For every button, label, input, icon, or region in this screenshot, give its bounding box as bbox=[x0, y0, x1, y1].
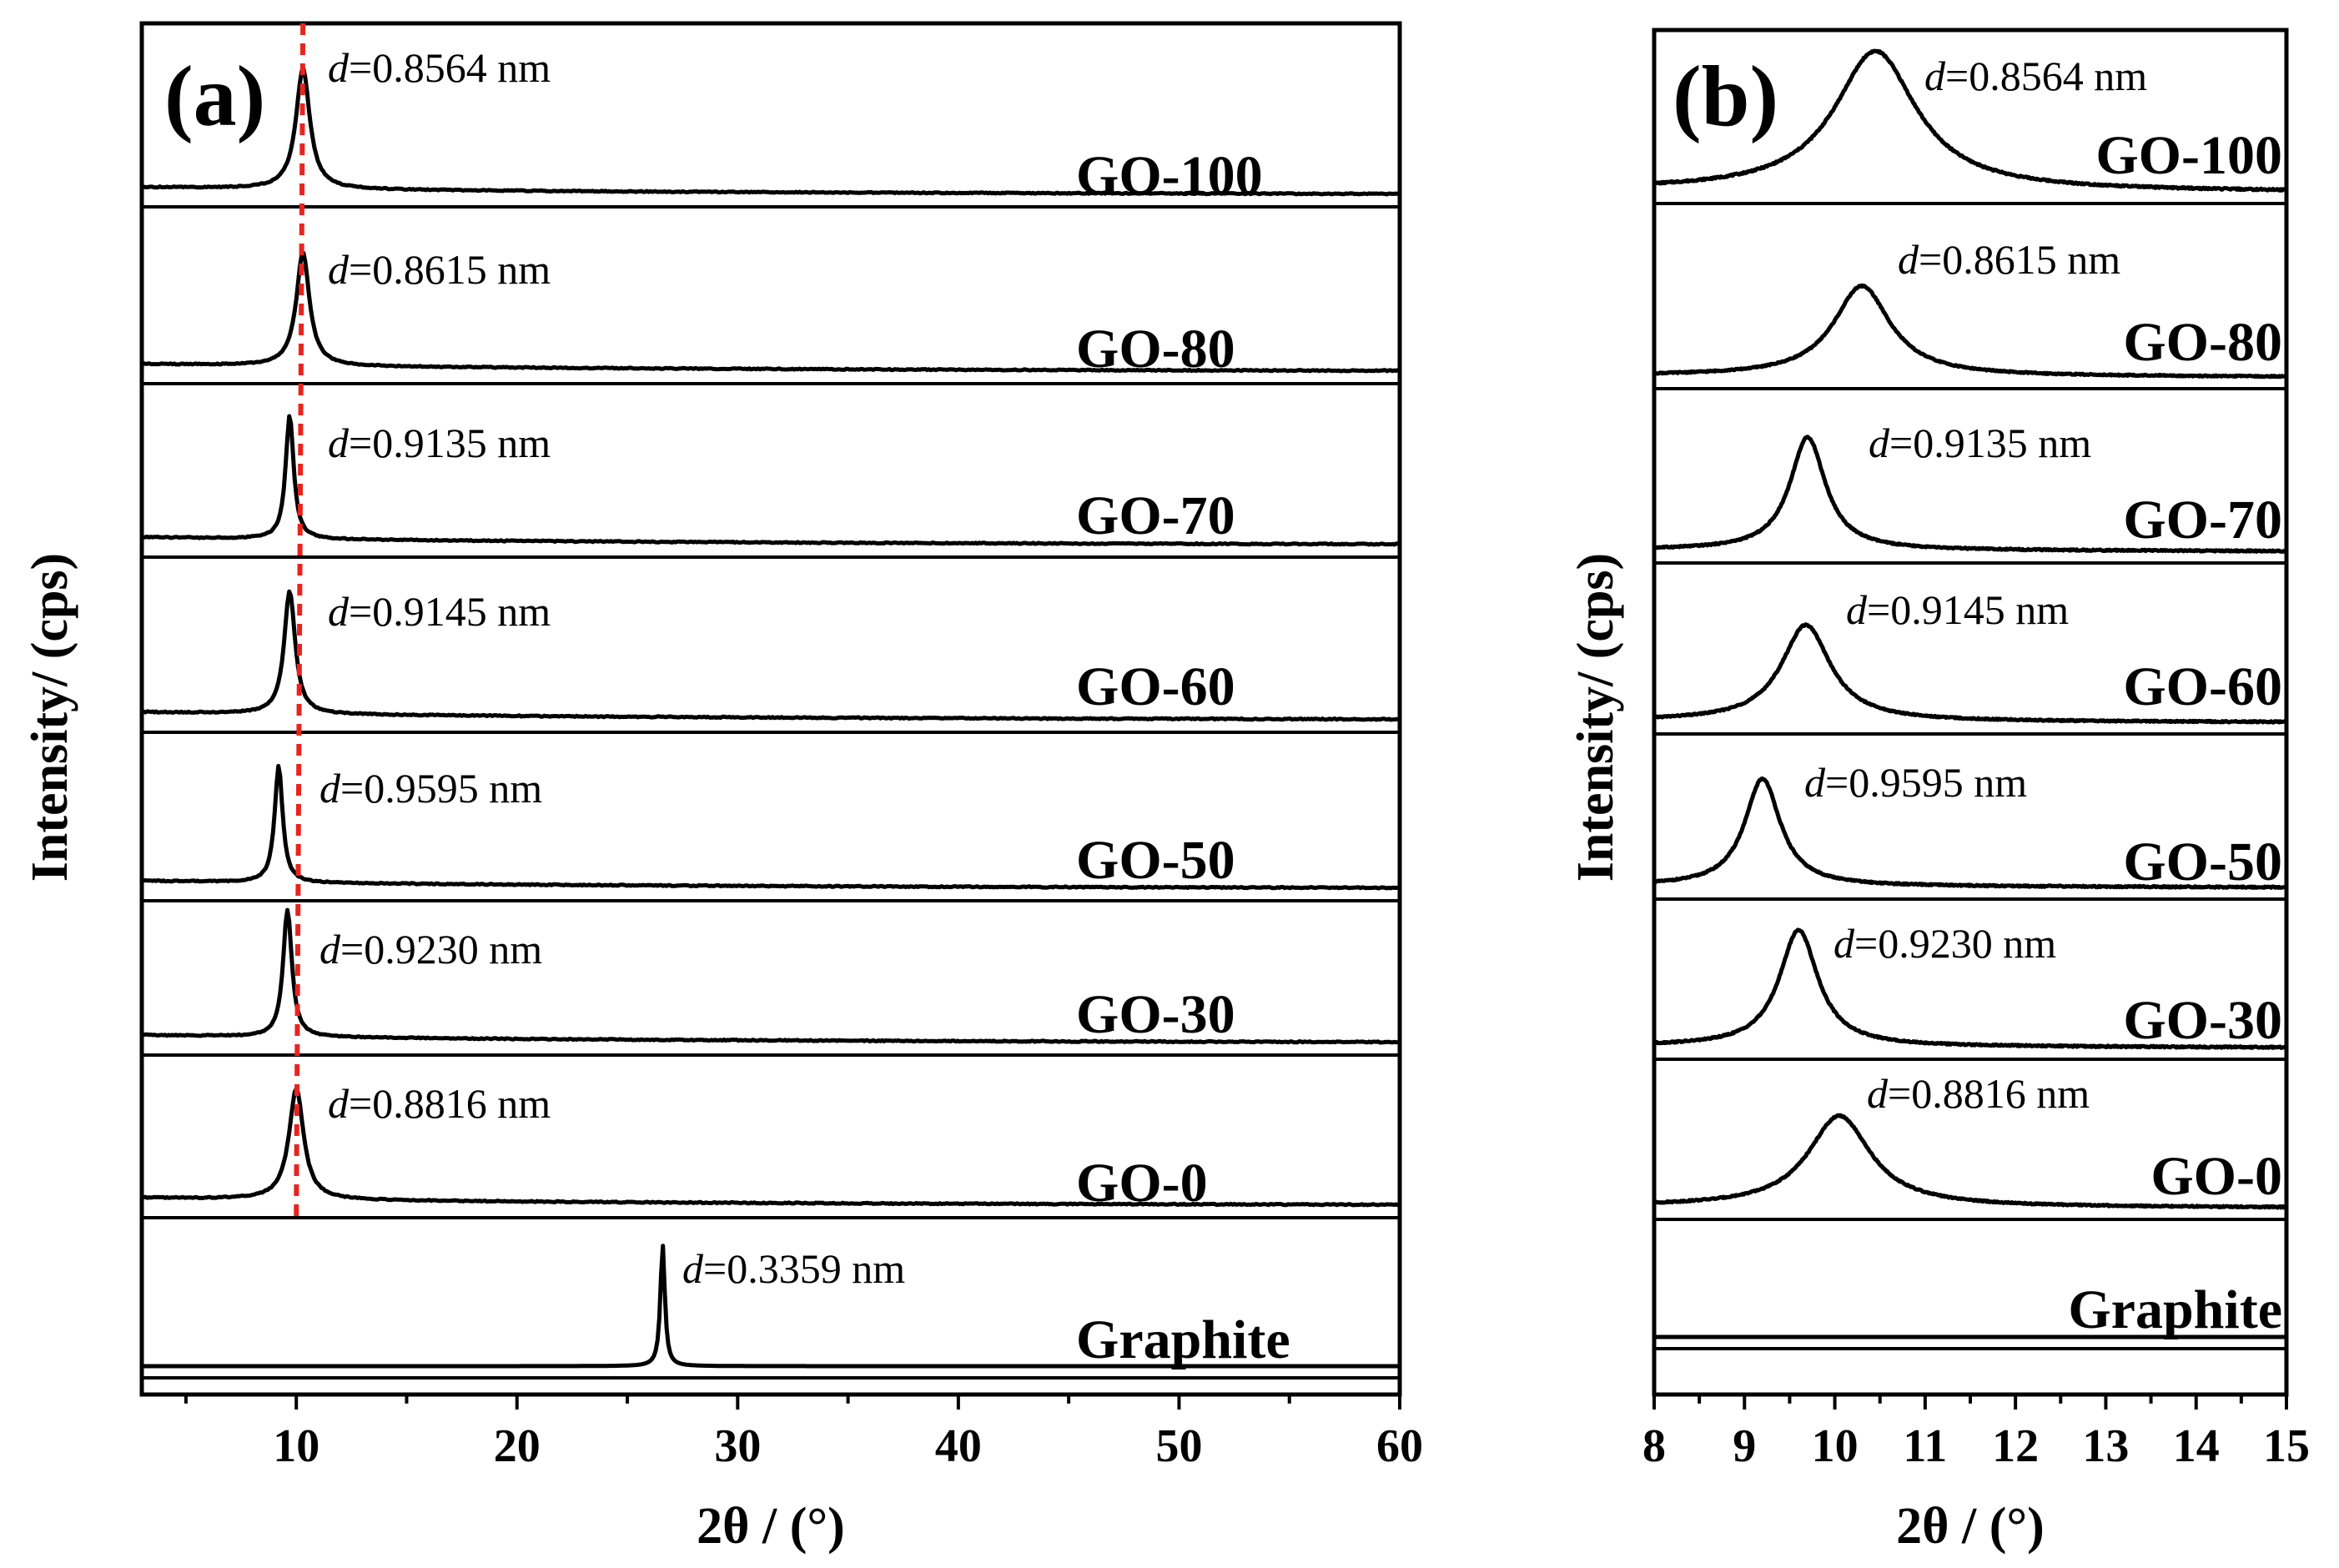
y-axis-label: Intensity/ (cps) bbox=[22, 553, 78, 882]
series-go-50: GO-50 d=0.9595 nm bbox=[1652, 759, 2288, 901]
series-label: GO-60 bbox=[1076, 656, 1235, 717]
series-label: GO-30 bbox=[1076, 984, 1235, 1045]
trace-line bbox=[1652, 48, 2288, 193]
series-graphite: Graphite bbox=[1652, 1279, 2288, 1350]
trace-line bbox=[1652, 1113, 2288, 1210]
series-label: GO-100 bbox=[2095, 125, 2282, 186]
panel-label: (a) bbox=[164, 48, 265, 144]
d-spacing-label: d=0.9135 nm bbox=[1869, 420, 2091, 466]
d-spacing-label: d=0.3359 nm bbox=[682, 1245, 905, 1292]
panel-b: 8 9 10 11 12 13 14 15 2θ / (°) Intensity/ (cps) (b… bbox=[1567, 28, 2310, 1555]
trace-line bbox=[141, 1244, 1401, 1369]
x-tick-label: 40 bbox=[935, 1420, 982, 1472]
d-spacing-label: d=0.8564 nm bbox=[1924, 53, 2147, 99]
d-spacing-label: d=0.9230 nm bbox=[319, 926, 542, 972]
x-axis-label: 2θ / (°) bbox=[1896, 1498, 2045, 1555]
trace-line bbox=[141, 907, 1401, 1045]
series-go-60: GO-60 d=0.9145 nm bbox=[141, 588, 1401, 734]
d-spacing-label: d=0.8564 nm bbox=[328, 44, 551, 91]
series-go-100: GO-100 d=0.8564 nm bbox=[1652, 48, 2288, 205]
d-spacing-label: d=0.8816 nm bbox=[1867, 1070, 2090, 1117]
series-label: GO-30 bbox=[2123, 990, 2282, 1051]
series-graphite: Graphite d=0.3359 nm bbox=[141, 1244, 1401, 1380]
x-tick-label: 10 bbox=[273, 1420, 319, 1472]
series-label: GO-80 bbox=[2123, 312, 2282, 373]
x-tick-label: 13 bbox=[2082, 1420, 2129, 1472]
x-axis: 10 20 30 40 50 60 bbox=[184, 1395, 1423, 1472]
x-tick-label: 9 bbox=[1733, 1420, 1756, 1472]
series-label: GO-100 bbox=[1076, 145, 1263, 206]
d-spacing-label: d=0.9595 nm bbox=[319, 765, 542, 812]
series-label: GO-0 bbox=[1076, 1153, 1208, 1214]
x-tick-label: 12 bbox=[1992, 1420, 2039, 1472]
x-tick-label: 30 bbox=[714, 1420, 761, 1472]
trace-line bbox=[1652, 622, 2288, 725]
d-spacing-label: d=0.9145 nm bbox=[328, 588, 551, 635]
series-label: GO-70 bbox=[1076, 485, 1235, 546]
d-spacing-label: d=0.8615 nm bbox=[328, 246, 551, 293]
x-tick-label: 8 bbox=[1642, 1420, 1666, 1472]
x-tick-label: 10 bbox=[1812, 1420, 1859, 1472]
reference-dashed-line bbox=[294, 23, 306, 1219]
d-spacing-label: d=0.9595 nm bbox=[1804, 759, 2027, 806]
y-axis-label: Intensity/ (cps) bbox=[1567, 553, 1624, 882]
series-label: GO-0 bbox=[2150, 1146, 2282, 1207]
trace-line bbox=[1652, 283, 2288, 379]
series-go-70: GO-70 d=0.9135 nm bbox=[1652, 420, 2288, 565]
trace-line bbox=[141, 589, 1401, 722]
plot-frame bbox=[139, 21, 1402, 1397]
series-go-0: GO-0 d=0.8816 nm bbox=[1652, 1070, 2288, 1221]
x-tick-label: 11 bbox=[1903, 1420, 1947, 1472]
d-spacing-label: d=0.8816 nm bbox=[328, 1080, 551, 1127]
x-axis-label: 2θ / (°) bbox=[697, 1498, 845, 1555]
d-spacing-label: d=0.9145 nm bbox=[1846, 586, 2069, 633]
series-go-80: GO-80d=0.8615 nm bbox=[1652, 236, 2288, 390]
d-spacing-label: d=0.9135 nm bbox=[328, 420, 551, 466]
series-go-100: GO-100 d=0.8564 nm bbox=[141, 44, 1401, 209]
trace-line bbox=[1652, 776, 2288, 890]
series-go-0: GO-0 d=0.8816 nm bbox=[141, 1080, 1401, 1219]
series-label: GO-50 bbox=[1076, 830, 1235, 891]
series-label: GO-80 bbox=[1076, 319, 1235, 379]
series-label: Graphite bbox=[2068, 1279, 2282, 1340]
series-go-70: GO-70 d=0.9135 nm bbox=[141, 414, 1401, 559]
series-go-50: GO-50 d=0.9595 nm bbox=[141, 763, 1401, 902]
panel-label: (b) bbox=[1673, 48, 1778, 144]
d-spacing-label: d=0.8615 nm bbox=[1898, 236, 2120, 283]
x-tick-label: 14 bbox=[2173, 1420, 2220, 1472]
series-label: GO-50 bbox=[2123, 832, 2282, 892]
trace-line bbox=[141, 1086, 1401, 1208]
x-tick-label: 50 bbox=[1155, 1420, 1202, 1472]
series-label: GO-60 bbox=[2123, 656, 2282, 717]
trace-line bbox=[141, 67, 1401, 197]
series-label: GO-70 bbox=[2123, 490, 2282, 550]
x-tick-label: 60 bbox=[1376, 1420, 1423, 1472]
d-spacing-label: d=0.9230 nm bbox=[1833, 920, 2056, 967]
x-axis: 8 9 10 11 12 13 14 15 bbox=[1642, 1395, 2310, 1472]
series-go-30: GO-30 d=0.9230 nm bbox=[141, 907, 1401, 1057]
series-go-30: GO-30 d=0.9230 nm bbox=[1652, 920, 2288, 1061]
x-tick-label: 20 bbox=[494, 1420, 541, 1472]
series-go-60: GO-60 d=0.9145 nm bbox=[1652, 586, 2288, 736]
series-go-80: GO-80 d=0.8615 nm bbox=[141, 246, 1401, 385]
series-label: Graphite bbox=[1076, 1309, 1290, 1370]
trace-line bbox=[1652, 927, 2288, 1050]
trace-line bbox=[141, 763, 1401, 891]
trace-line bbox=[141, 414, 1401, 547]
trace-line bbox=[1652, 435, 2288, 554]
trace-line bbox=[141, 250, 1401, 374]
x-tick-label: 15 bbox=[2263, 1420, 2310, 1472]
